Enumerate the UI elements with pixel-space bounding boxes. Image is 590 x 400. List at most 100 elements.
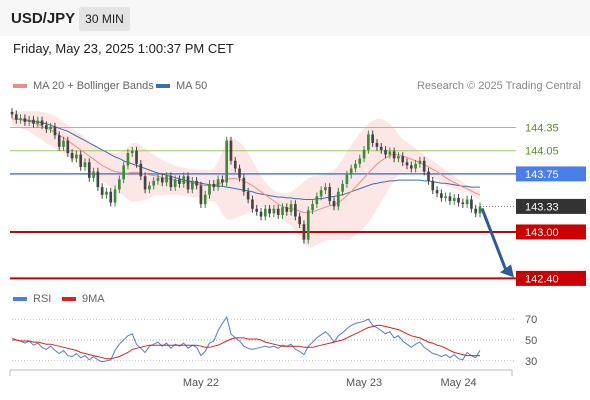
candle-body	[384, 149, 387, 155]
candle-body	[225, 140, 229, 183]
candle-body	[32, 119, 35, 124]
candle-body	[246, 191, 250, 200]
candle-body	[83, 162, 87, 167]
candle-body	[440, 193, 443, 198]
rsi-tick-50: 50	[525, 335, 537, 347]
candle-body	[409, 165, 413, 169]
level-label-142-40: 142.40	[525, 273, 559, 285]
candle-body	[392, 151, 396, 159]
candle-body	[461, 202, 465, 205]
candle-body	[208, 183, 211, 195]
candle-body	[414, 163, 417, 169]
legend-ma20: MA 20 + Bollinger Bands	[13, 80, 154, 92]
candle-body	[474, 208, 478, 214]
legend-9ma: 9MA	[62, 293, 105, 305]
timestamp: Friday, May 23, 2025 1:00:37 PM CET	[13, 41, 234, 56]
candle-body	[36, 120, 40, 124]
forecast-arrow-line	[480, 207, 508, 271]
candle-body	[62, 140, 65, 147]
candle-body	[371, 134, 374, 143]
candle-body	[259, 211, 263, 217]
level-tag-142-40	[516, 270, 586, 286]
candle-body	[457, 197, 460, 203]
candle-body	[57, 135, 61, 147]
candle-body	[422, 160, 426, 172]
candle-body	[87, 162, 91, 178]
candle-body	[289, 204, 293, 212]
bollinger-band	[12, 111, 480, 248]
candle-body	[435, 190, 439, 194]
x-tick-label: May 24	[440, 377, 476, 389]
x-tick-label: May 23	[346, 377, 382, 389]
candle-body	[79, 154, 83, 167]
candle-body	[298, 216, 302, 225]
candle-body	[263, 208, 267, 217]
candle-body	[332, 201, 336, 207]
legend-rsi: RSI	[13, 293, 51, 305]
candle-body	[118, 179, 121, 190]
candle-body	[49, 126, 52, 130]
level-label-143-75: 143.75	[525, 169, 559, 181]
candle-body	[199, 185, 203, 205]
candle-body	[113, 189, 117, 203]
forecast-arrow-head	[500, 264, 514, 278]
rsi-tick-30: 30	[525, 356, 537, 368]
candle-body	[448, 196, 452, 201]
ma50-swatch	[156, 84, 170, 89]
candle-body	[285, 207, 289, 212]
ma50-line	[12, 118, 480, 200]
candle-body	[478, 206, 482, 214]
candle-body	[40, 120, 44, 126]
candle-body	[238, 168, 241, 178]
candle-body	[96, 171, 100, 188]
candle-body	[470, 199, 473, 209]
candle-body	[444, 196, 447, 198]
candle-body	[135, 150, 138, 164]
candle-body	[311, 204, 314, 211]
candle-body	[233, 160, 237, 169]
candle-body	[130, 150, 134, 154]
candle-body	[216, 179, 220, 188]
candle-body	[109, 191, 113, 203]
candle-body	[375, 142, 379, 147]
rsi-label: RSI	[33, 293, 52, 305]
candle-body	[122, 165, 125, 180]
candle-body	[354, 163, 357, 169]
ma9-swatch	[62, 297, 76, 302]
candle-body	[92, 171, 95, 178]
candle-body	[362, 149, 366, 159]
candle-body	[427, 171, 430, 181]
rsi-line	[11, 315, 481, 363]
candle-body	[452, 197, 456, 201]
candle-body	[10, 112, 14, 115]
candle-body	[195, 180, 198, 186]
candle-body	[281, 207, 284, 215]
candle-body	[139, 163, 143, 177]
candle-body	[66, 140, 70, 154]
level-tag-143-33	[516, 198, 586, 214]
ma9-label: 9MA	[82, 293, 105, 305]
candle-body	[328, 187, 332, 201]
level-tag-143-75	[516, 166, 586, 182]
candle-body	[341, 183, 344, 192]
candle-body	[294, 204, 297, 217]
candle-body	[160, 177, 164, 183]
candle-body	[306, 210, 310, 240]
ma20-line	[12, 118, 481, 214]
candle-body	[143, 176, 147, 190]
candle-body	[367, 134, 370, 150]
timeframe-badge[interactable]: 30 MIN	[79, 7, 130, 31]
candle-body	[173, 179, 177, 188]
candle-body	[19, 118, 22, 120]
level-label-144-05: 144.05	[525, 146, 559, 158]
candle-body	[315, 196, 319, 205]
candle-body	[148, 185, 151, 190]
candle-body	[319, 190, 323, 197]
candle-body	[302, 224, 306, 240]
candle-body	[14, 114, 18, 120]
candle-body	[45, 125, 48, 130]
candle-body	[379, 146, 383, 150]
candle-body	[242, 177, 246, 192]
